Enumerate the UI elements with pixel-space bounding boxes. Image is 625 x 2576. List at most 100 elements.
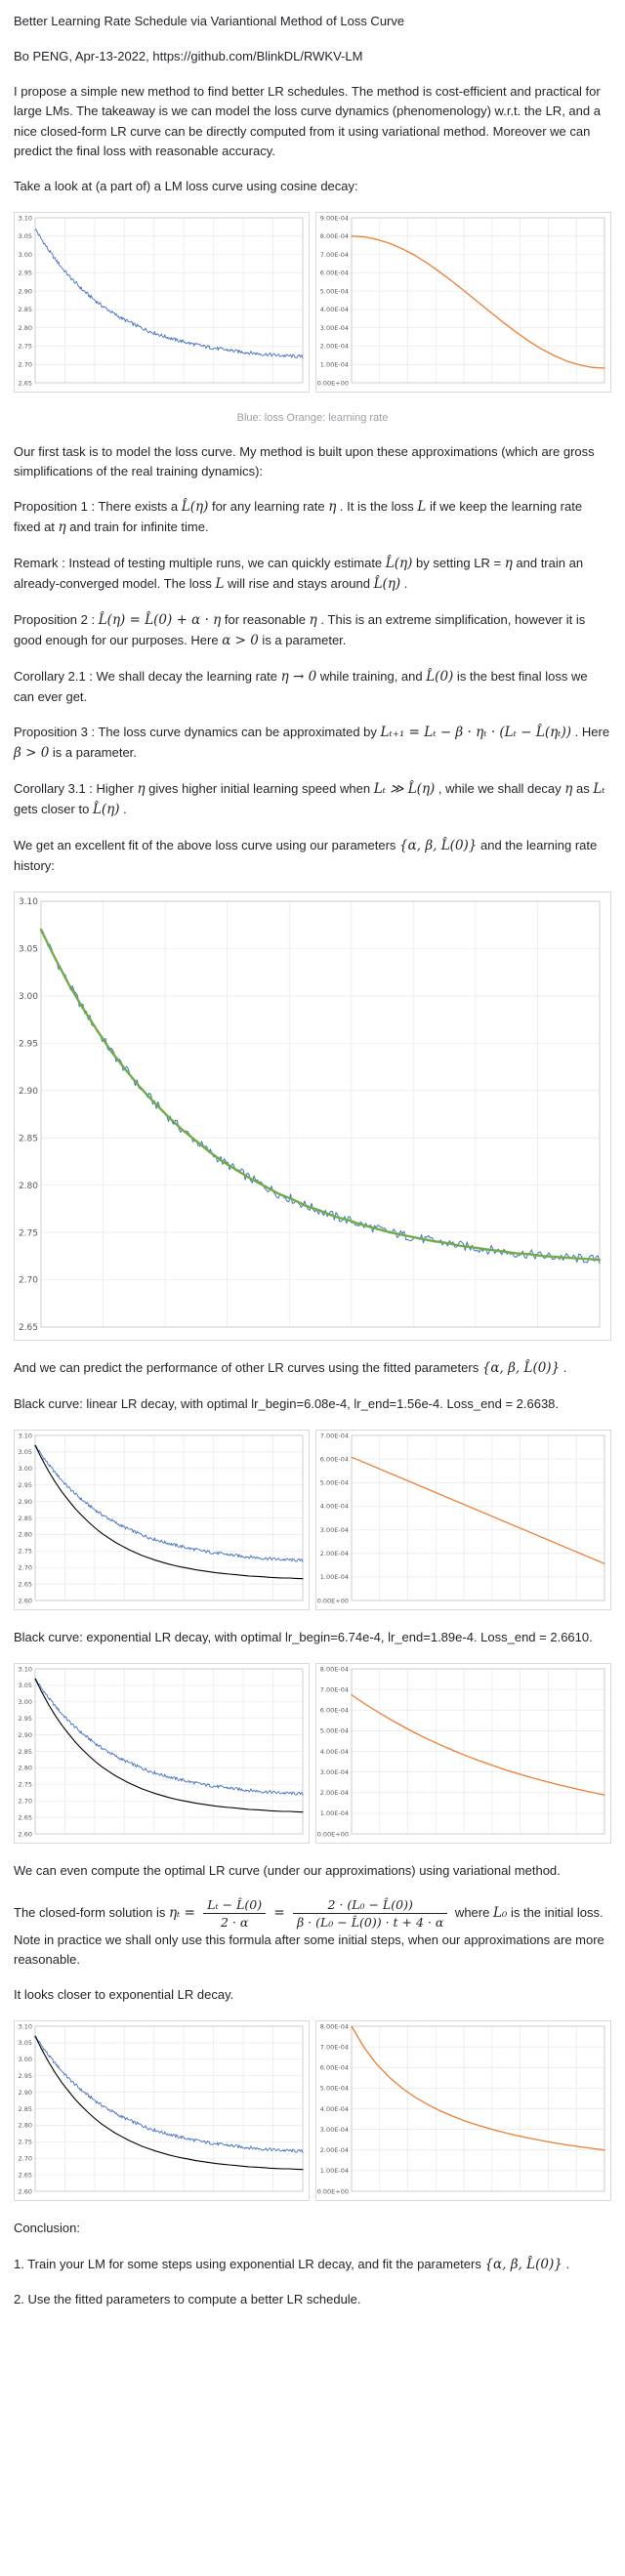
para-predict: And we can predict the performance of ot… xyxy=(14,1359,567,1376)
svg-text:9.00E-04: 9.00E-04 xyxy=(320,214,349,222)
svg-text:7.00E-04: 7.00E-04 xyxy=(320,251,349,259)
svg-text:2.80: 2.80 xyxy=(19,324,32,332)
svg-text:2.80: 2.80 xyxy=(19,1765,32,1772)
chart-panel-loss-exp: 3.10 3.05 3.00 2.95 2.90 2.85 2.80 2.75 2.70 2.65… xyxy=(14,1662,310,1844)
svg-text:2.00E-04: 2.00E-04 xyxy=(320,1550,349,1558)
para-black-linear: Black curve: linear LR decay, with optim… xyxy=(14,1395,560,1411)
para-conclusion-1: 1. Train your LM for some steps using ex… xyxy=(14,2256,570,2272)
para-closed-form: The closed-form solution is ηₜ = Lₜ − L̂… xyxy=(14,1897,604,1968)
svg-text:1.00E-04: 1.00E-04 xyxy=(320,2168,349,2176)
svg-text:2.75: 2.75 xyxy=(19,2139,32,2146)
svg-text:4.00E-04: 4.00E-04 xyxy=(320,306,349,313)
svg-text:8.00E-04: 8.00E-04 xyxy=(320,232,349,240)
svg-text:5.00E-04: 5.00E-04 xyxy=(320,287,349,295)
math-inline: L̂(η) xyxy=(92,801,120,817)
svg-text:0.00E+00: 0.00E+00 xyxy=(317,2188,349,2196)
math-inline: η xyxy=(309,612,317,628)
svg-text:0.00E+00: 0.00E+00 xyxy=(317,379,349,387)
svg-text:2.95: 2.95 xyxy=(19,1481,32,1489)
svg-text:0.00E+00: 0.00E+00 xyxy=(317,1830,349,1838)
chart-panel-lr-exp: 8.00E-04 7.00E-04 6.00E-04 5.00E-04 4.00E-04… xyxy=(315,1662,611,1844)
chart-panel-loss-fit: 3.10 3.05 3.00 2.95 2.90 2.85 2.80 2.75 2.70 2.65 xyxy=(14,891,611,1341)
para-take-look: Take a look at (a part of) a LM loss cur… xyxy=(14,178,358,193)
svg-text:2.80: 2.80 xyxy=(19,1530,32,1538)
svg-text:3.05: 3.05 xyxy=(19,232,32,240)
svg-text:2.80: 2.80 xyxy=(19,2122,32,2130)
math-inline: {α, β, L̂(0)} xyxy=(481,1359,561,1376)
svg-text:2.75: 2.75 xyxy=(19,1780,32,1788)
math-inline: Lₜ ≫ L̂(η) xyxy=(373,780,436,797)
math-inline: L̂(0) xyxy=(426,668,454,685)
svg-text:3.00E-04: 3.00E-04 xyxy=(320,1768,349,1776)
svg-text:2.65: 2.65 xyxy=(19,1580,32,1588)
svg-text:2.70: 2.70 xyxy=(19,1275,38,1285)
chart-panel-loss-linear: 3.10 3.05 3.00 2.95 2.90 2.85 2.80 2.75 2.70 2.65… xyxy=(14,1429,310,1610)
svg-text:3.05: 3.05 xyxy=(19,944,38,954)
svg-text:2.70: 2.70 xyxy=(19,1563,32,1571)
math-inline: ηₜ = xyxy=(168,1904,200,1921)
para-conclusion-heading: Conclusion: xyxy=(14,2221,80,2236)
svg-text:2.75: 2.75 xyxy=(19,1228,38,1238)
svg-text:3.05: 3.05 xyxy=(19,1448,32,1456)
svg-text:3.00: 3.00 xyxy=(19,1698,32,1706)
math-inline: Lₜ xyxy=(593,780,605,797)
repo-link[interactable]: https://github.com/BlinkDL/RWKV-LM xyxy=(152,49,363,64)
svg-text:2.65: 2.65 xyxy=(19,379,32,387)
svg-text:2.80: 2.80 xyxy=(19,1181,38,1190)
svg-text:3.10: 3.10 xyxy=(19,214,32,222)
svg-text:1.00E-04: 1.00E-04 xyxy=(320,1573,349,1581)
svg-text:2.90: 2.90 xyxy=(19,287,32,295)
svg-text:5.00E-04: 5.00E-04 xyxy=(320,2085,349,2093)
page-title: Better Learning Rate Schedule via Varian… xyxy=(14,14,405,28)
svg-text:2.70: 2.70 xyxy=(19,360,32,368)
svg-text:6.00E-04: 6.00E-04 xyxy=(320,2064,349,2072)
para-corollary-3-1: Corollary 3.1 : Higher η gives higher in… xyxy=(14,780,605,817)
math-inline: β > 0 xyxy=(14,744,50,761)
svg-text:3.10: 3.10 xyxy=(19,1432,32,1439)
para-closer-exp: It looks closer to exponential LR decay. xyxy=(14,1987,234,2003)
svg-text:2.85: 2.85 xyxy=(19,306,32,313)
byline: Bo PENG, Apr-13-2022, https://github.com… xyxy=(14,49,363,64)
svg-text:2.60: 2.60 xyxy=(19,1597,32,1604)
svg-text:3.00E-04: 3.00E-04 xyxy=(320,324,349,332)
math-inline: L xyxy=(417,499,427,516)
svg-text:2.65: 2.65 xyxy=(19,1813,32,1821)
svg-text:0.00E+00: 0.00E+00 xyxy=(317,1597,349,1604)
para-conclusion-2: 2. Use the fitted parameters to compute … xyxy=(14,2292,361,2307)
svg-text:2.70: 2.70 xyxy=(19,2155,32,2163)
math-inline: = xyxy=(270,1904,289,1921)
math-inline: Lₜ₊₁ = Lₜ − β · ηₜ · (Lₜ − L̂(ηₜ)) xyxy=(380,724,572,740)
para-remark: Remark : Instead of testing multiple run… xyxy=(14,556,584,593)
math-inline: L̂(η) = L̂(0) + α · η xyxy=(98,612,222,628)
math-inline: {α, β, L̂(0)} xyxy=(484,2256,562,2272)
para-variational: We can even compute the optimal LR curve… xyxy=(14,1862,561,1878)
svg-text:3.00: 3.00 xyxy=(19,251,32,259)
para-black-exp: Black curve: exponential LR decay, with … xyxy=(14,1629,593,1644)
chart-panel-loss-variational: 3.10 3.05 3.00 2.95 2.90 2.85 2.80 2.75 2.70 2.65… xyxy=(14,2020,310,2202)
svg-text:4.00E-04: 4.00E-04 xyxy=(320,1748,349,1756)
document-root: Better Learning Rate Schedule via Varian… xyxy=(14,14,611,2307)
math-inline: L̂(η) xyxy=(385,556,413,572)
svg-text:3.00E-04: 3.00E-04 xyxy=(320,2126,349,2134)
chart-panel-lr-linear: 7.00E-04 6.00E-04 5.00E-04 4.00E-04 3.00E-04… xyxy=(315,1429,611,1610)
svg-text:2.60: 2.60 xyxy=(19,1830,32,1838)
svg-text:3.05: 3.05 xyxy=(19,1682,32,1689)
math-inline: η xyxy=(58,519,66,536)
para-first-task: Our first task is to model the loss curv… xyxy=(14,444,595,479)
figure-variational: 3.10 3.05 3.00 2.95 2.90 2.85 2.80 2.75 2.70 2.65… xyxy=(14,2020,611,2202)
svg-text:3.10: 3.10 xyxy=(19,2023,32,2031)
svg-text:8.00E-04: 8.00E-04 xyxy=(320,2023,349,2031)
svg-text:2.00E-04: 2.00E-04 xyxy=(320,1789,349,1797)
figure-cosine-caption: Blue: loss Orange: learning rate xyxy=(236,411,389,424)
math-inline: L₀ xyxy=(492,1904,508,1921)
svg-text:2.85: 2.85 xyxy=(19,2105,32,2113)
math-inline: η xyxy=(137,780,146,797)
svg-text:3.00: 3.00 xyxy=(19,992,38,1002)
math-fraction: Lₜ − L̂(0) 2 · α xyxy=(203,1897,267,1930)
svg-text:6.00E-04: 6.00E-04 xyxy=(320,1455,349,1463)
svg-text:5.00E-04: 5.00E-04 xyxy=(320,1478,349,1486)
figure-exp-decay: 3.10 3.05 3.00 2.95 2.90 2.85 2.80 2.75 2.70 2.65… xyxy=(14,1662,611,1844)
math-inline: η → 0 xyxy=(280,668,317,685)
svg-text:2.85: 2.85 xyxy=(19,1134,38,1143)
svg-text:3.00: 3.00 xyxy=(19,1465,32,1473)
